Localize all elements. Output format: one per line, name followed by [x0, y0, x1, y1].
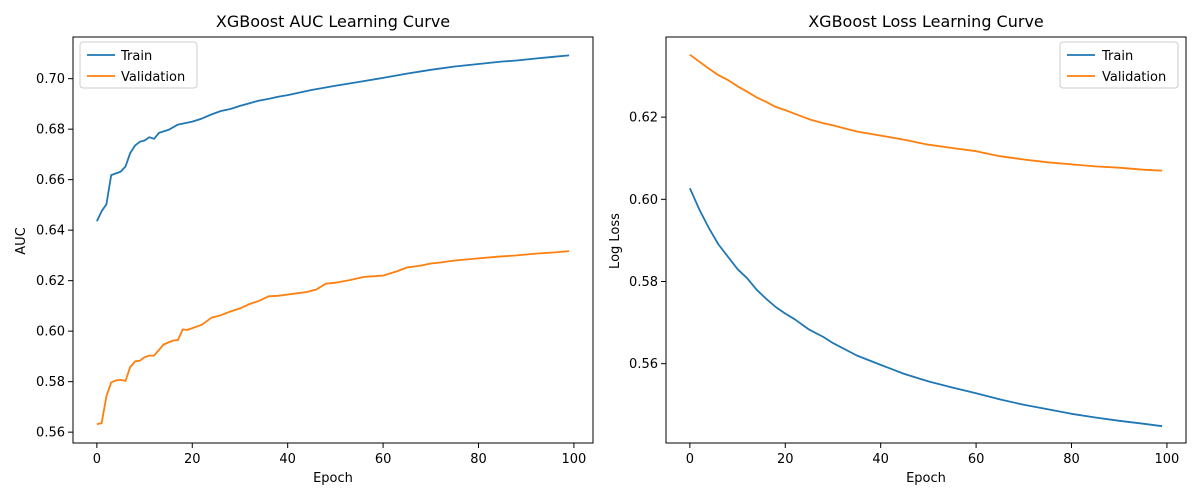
loss-x-tick-label: 100 [1155, 452, 1180, 467]
loss-y-axis-label: Log Loss [608, 213, 623, 269]
auc-x-axis-label: Epoch [313, 471, 353, 486]
loss-x-axis-label: Epoch [906, 471, 946, 486]
loss-y-tick-label: 0.62 [629, 111, 658, 126]
auc-x-tick-label: 100 [562, 452, 587, 467]
auc-chart-title: XGBoost AUC Learning Curve [216, 12, 450, 31]
auc-x-tick-label: 40 [279, 452, 296, 467]
loss-lines [689, 53, 1163, 428]
auc-y-tick-label: 0.60 [36, 325, 65, 340]
loss-chart-panel: XGBoost Loss Learning Curve Epoch Log Lo… [608, 12, 1187, 486]
auc-x-tick-label: 80 [470, 452, 487, 467]
loss-legend-label-train: Train [1101, 49, 1133, 64]
auc-y-tick-label: 0.66 [36, 173, 65, 188]
auc-train-line [96, 54, 570, 222]
loss-x-tick-label: 80 [1063, 452, 1080, 467]
loss-ticks: 0 20 40 60 80 100 0.56 0.58 0.60 0.62 [629, 111, 1179, 467]
auc-y-tick-label: 0.62 [36, 274, 65, 289]
auc-lines [96, 54, 570, 425]
loss-train-line [689, 187, 1163, 428]
loss-chart-title: XGBoost Loss Learning Curve [808, 12, 1044, 31]
auc-x-tick-label: 60 [375, 452, 392, 467]
auc-y-tick-label: 0.56 [36, 426, 65, 441]
loss-legend: Train Validation [1059, 41, 1179, 89]
auc-chart-panel: XGBoost AUC Learning Curve Epoch AUC 0 20… [14, 12, 594, 486]
auc-y-tick-label: 0.68 [36, 123, 65, 138]
loss-x-tick-label: 20 [777, 452, 794, 467]
loss-x-tick-label: 0 [686, 452, 694, 467]
auc-ticks: 0 20 40 60 80 100 0.56 0.58 0.60 0.62 0.64 0.66 0.68… [36, 72, 586, 467]
auc-legend: Train Validation [79, 41, 198, 89]
loss-y-tick-label: 0.56 [629, 357, 658, 372]
loss-y-tick-label: 0.58 [629, 275, 658, 290]
loss-x-tick-label: 40 [872, 452, 889, 467]
auc-legend-label-validation: Validation [121, 70, 185, 85]
auc-y-axis-label: AUC [14, 227, 29, 255]
auc-y-tick-label: 0.58 [36, 375, 65, 390]
auc-plot-frame [72, 36, 594, 444]
loss-x-tick-label: 60 [968, 452, 985, 467]
loss-plot-frame [665, 36, 1187, 444]
loss-legend-label-validation: Validation [1102, 70, 1166, 85]
auc-validation-line [96, 250, 570, 425]
loss-y-tick-label: 0.60 [629, 193, 658, 208]
loss-validation-line [689, 53, 1163, 172]
auc-legend-label-train: Train [120, 49, 152, 64]
auc-x-tick-label: 0 [93, 452, 101, 467]
auc-x-tick-label: 20 [184, 452, 201, 467]
auc-y-tick-label: 0.70 [36, 72, 65, 87]
auc-y-tick-label: 0.64 [36, 224, 65, 239]
